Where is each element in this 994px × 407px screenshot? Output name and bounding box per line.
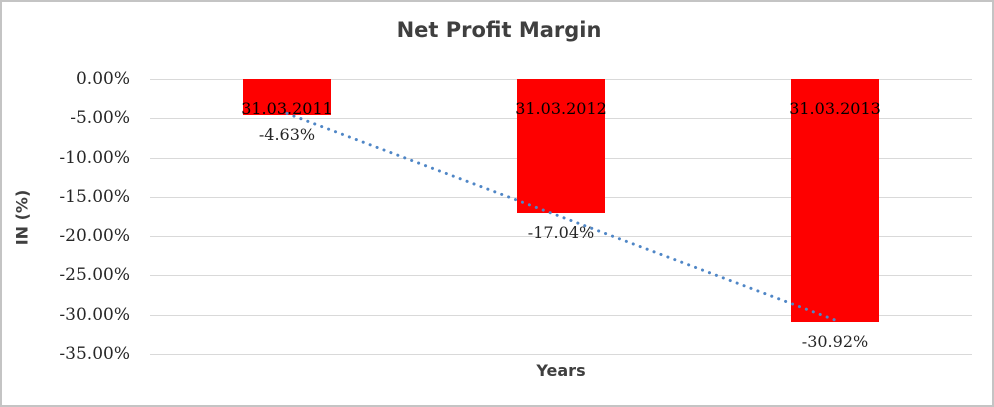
y-axis-tick-label: -20.00% bbox=[59, 226, 130, 247]
data-label: -4.63% bbox=[258, 125, 316, 145]
bar-31.03.2013 bbox=[791, 79, 879, 322]
y-axis-tick-label: -35.00% bbox=[59, 344, 130, 364]
x-axis-title: Years bbox=[536, 361, 586, 380]
bar-31.03.2012 bbox=[517, 79, 605, 213]
category-label: 31.03.2012 bbox=[515, 99, 607, 118]
gridline bbox=[150, 354, 972, 355]
y-axis-tick-label: -15.00% bbox=[59, 186, 130, 207]
y-axis-tick-label: -25.00% bbox=[59, 265, 130, 286]
bar-31.03.2011 bbox=[243, 79, 331, 116]
y-axis-tick-label: 0.00% bbox=[75, 69, 130, 89]
category-label: 31.03.2011 bbox=[241, 99, 333, 118]
y-axis-tick-label: -10.00% bbox=[59, 147, 130, 168]
gridline bbox=[150, 236, 972, 238]
plot-area bbox=[150, 79, 972, 355]
y-axis-tick-label: -30.00% bbox=[59, 304, 130, 325]
y-axis-tick-label: -5.00% bbox=[70, 108, 130, 129]
trendline bbox=[285, 111, 837, 322]
data-label: -30.92% bbox=[801, 331, 869, 351]
gridline bbox=[150, 314, 972, 316]
category-label: 31.03.2013 bbox=[789, 99, 881, 118]
chart-title: Net Profit Margin bbox=[396, 18, 602, 42]
gridline bbox=[150, 275, 972, 277]
data-label: -17.04% bbox=[527, 222, 595, 242]
